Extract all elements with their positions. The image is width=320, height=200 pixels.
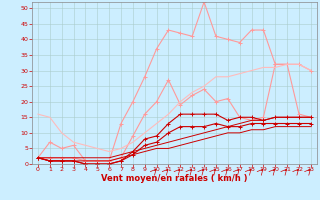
X-axis label: Vent moyen/en rafales ( km/h ): Vent moyen/en rafales ( km/h ) [101, 174, 248, 183]
